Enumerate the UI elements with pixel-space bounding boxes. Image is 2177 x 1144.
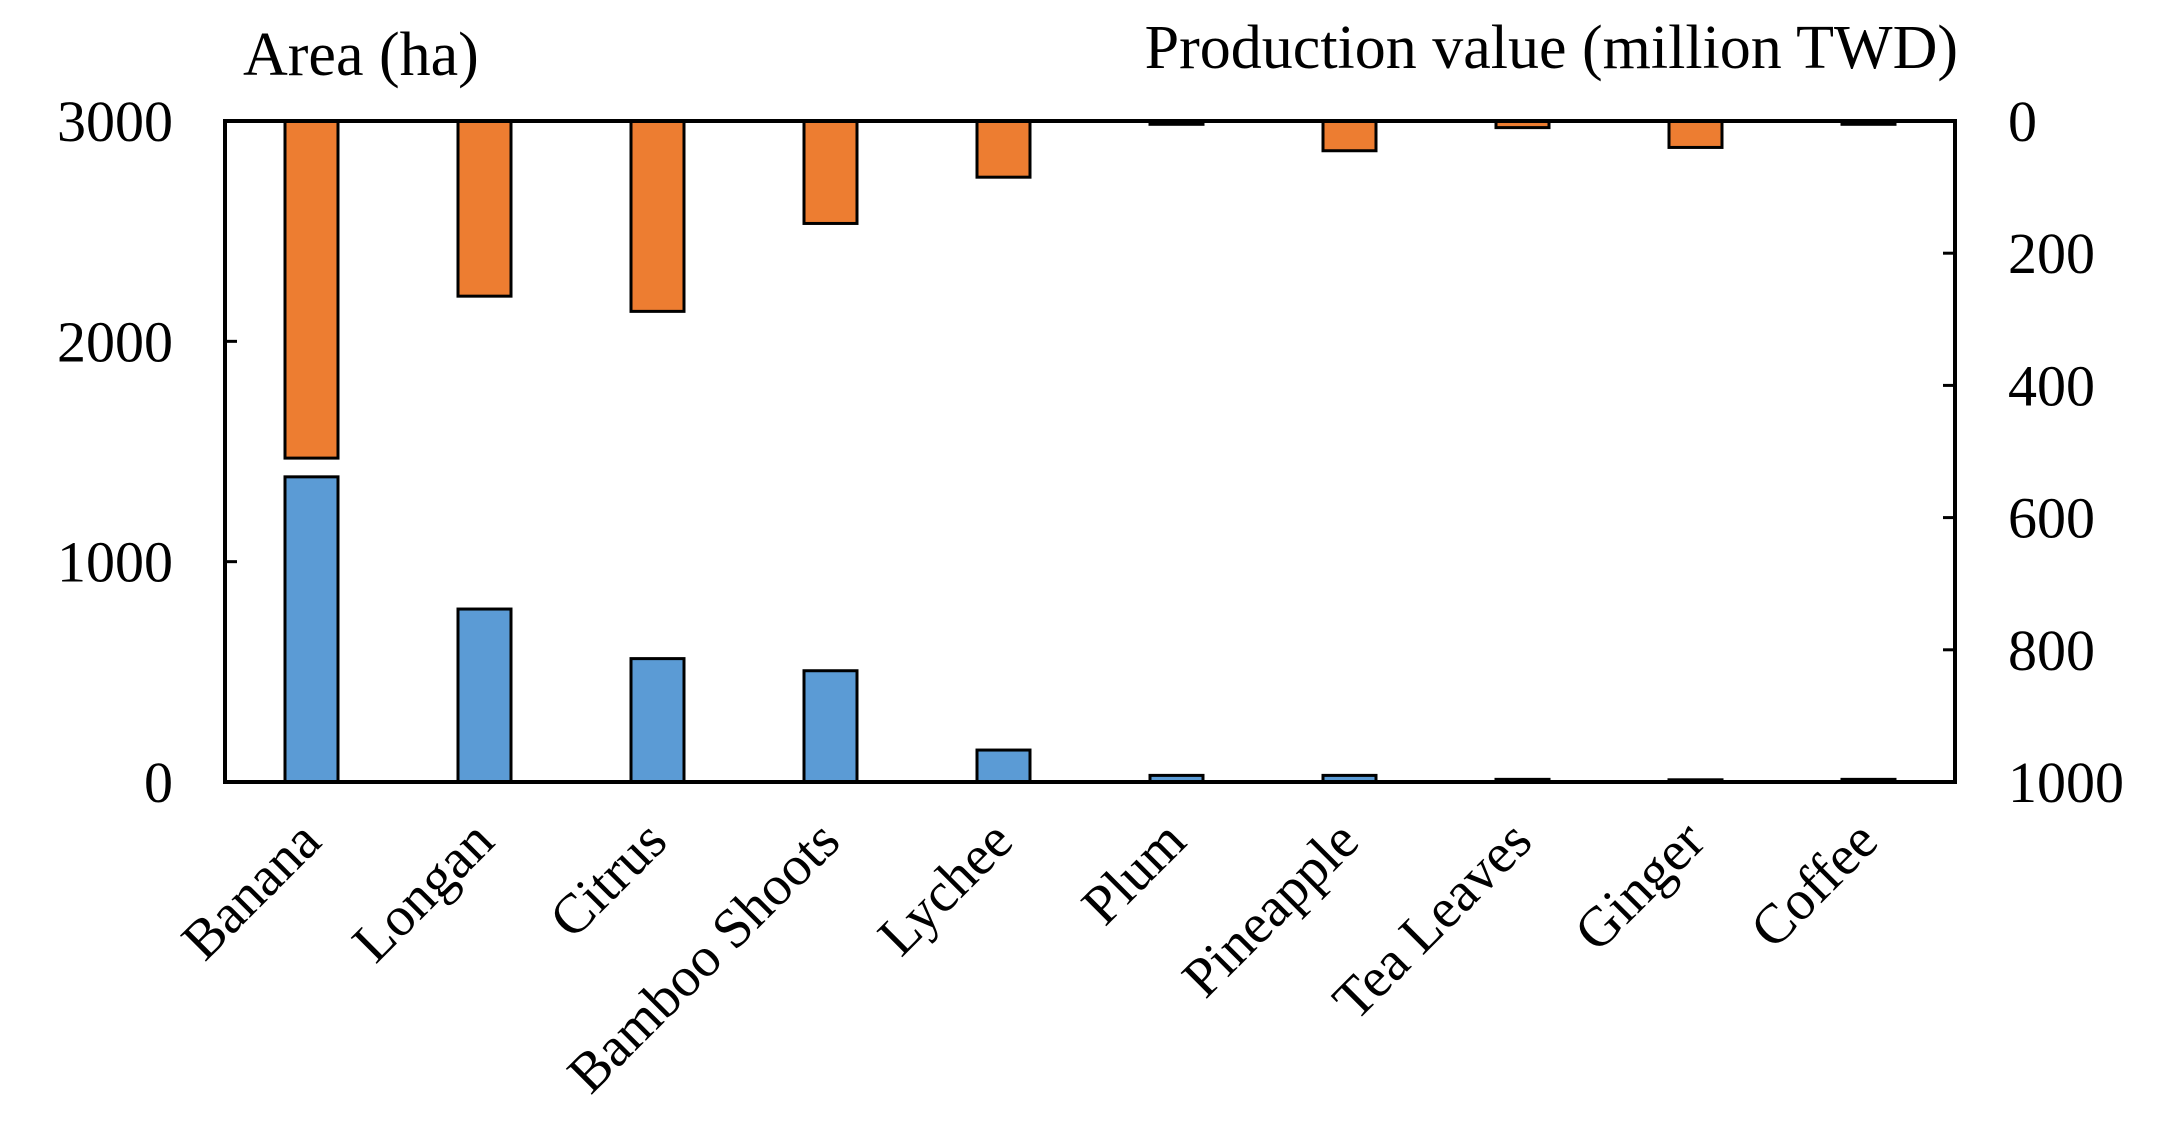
right-tick-label: 800 <box>2008 618 2095 683</box>
area-bar-banana <box>285 477 338 782</box>
area-bar-lychee <box>977 750 1030 782</box>
right-tick-label: 400 <box>2008 353 2095 418</box>
right-axis-title: Production value (million TWD) <box>1145 14 1958 82</box>
production-value-bar-pineapple <box>1323 121 1376 151</box>
area-bar-bamboo-shoots <box>804 671 857 782</box>
right-tick-label: 200 <box>2008 221 2095 286</box>
area-bar-citrus <box>631 659 684 782</box>
production-value-bar-bamboo-shoots <box>804 121 857 223</box>
left-tick-label: 3000 <box>57 89 173 154</box>
right-tick-label: 0 <box>2008 89 2037 154</box>
area-bar-longan <box>458 609 511 782</box>
production-value-bar-lychee <box>977 121 1030 177</box>
right-tick-label: 1000 <box>2008 750 2124 815</box>
left-tick-label: 1000 <box>57 530 173 595</box>
left-axis-title: Area (ha) <box>243 21 479 89</box>
production-value-bar-longan <box>458 121 511 296</box>
production-value-bar-citrus <box>631 121 684 311</box>
chart: 0100020003000 02004006008001000 Banana Lo… <box>0 0 2177 1144</box>
right-tick-label: 600 <box>2008 486 2095 551</box>
left-tick-label: 2000 <box>57 309 173 374</box>
left-tick-label: 0 <box>144 750 173 815</box>
production-value-bar-banana <box>285 121 338 458</box>
production-value-bar-ginger <box>1669 121 1722 147</box>
